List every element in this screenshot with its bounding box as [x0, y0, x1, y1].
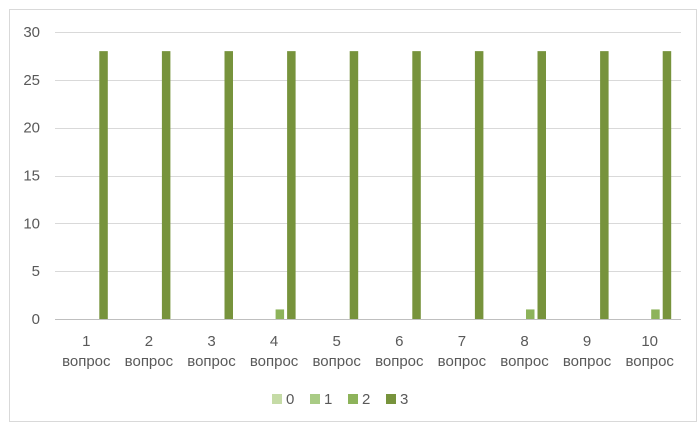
bar-series-3 [537, 51, 546, 320]
x-tick-label-line: вопрос [500, 353, 549, 370]
x-tick-label-line: вопрос [187, 353, 236, 370]
bar-series-2 [651, 309, 660, 319]
bar-series-3 [161, 51, 171, 320]
y-tick-label: 15 [23, 168, 40, 185]
legend: 0 1 2 3 [272, 391, 408, 408]
bar-series-3 [474, 51, 484, 320]
x-tick-label-line: 1 [82, 333, 90, 350]
legend-swatch [310, 394, 320, 404]
y-tick-label: 20 [23, 120, 40, 137]
y-tick-label: 0 [32, 311, 40, 328]
x-tick-label-line: вопрос [312, 353, 361, 370]
legend-label: 3 [400, 391, 408, 408]
x-tick-label: 8 вопрос [500, 333, 549, 370]
x-tick-label-line: 7 [458, 333, 466, 350]
bar-series-2 [275, 309, 285, 319]
bar-series-3 [99, 51, 108, 320]
legend-swatch [272, 394, 282, 404]
x-tick-label-line: 2 [145, 333, 153, 350]
x-tick-label-line: 3 [207, 333, 215, 350]
x-tick-label: 2 вопрос [125, 333, 174, 370]
x-tick-label-line: 6 [395, 333, 403, 350]
x-tick-label-line: 9 [583, 333, 591, 350]
x-tick-label-line: 5 [333, 333, 341, 350]
x-tick-label: 6 вопрос [375, 333, 424, 370]
y-tick-label: 25 [23, 72, 40, 89]
legend-swatch [386, 394, 396, 404]
x-tick-label-line: вопрос [625, 353, 674, 370]
x-tick-label-line: вопрос [438, 353, 487, 370]
x-tick-label-line: 4 [270, 333, 278, 350]
bar-series-2 [526, 309, 535, 319]
x-tick-label-line: 10 [641, 333, 658, 350]
bar-series-3 [412, 51, 421, 320]
legend-label: 0 [286, 391, 294, 408]
x-tick-label-line: вопрос [375, 353, 424, 370]
bar-series-3 [224, 51, 233, 320]
bar-series-3 [662, 51, 672, 320]
legend-swatch [348, 394, 358, 404]
x-tick-label: 5 вопрос [312, 333, 361, 370]
x-axis: 1 вопрос 2 вопрос 3 вопрос 4 вопрос 5 вопрос 6 вопр… [62, 333, 674, 370]
y-tick-label: 30 [23, 24, 40, 41]
x-tick-label: 4 вопрос [250, 333, 299, 370]
bar-series-3 [287, 51, 296, 320]
x-tick-label: 1 вопрос [62, 333, 111, 370]
legend-label: 2 [362, 391, 370, 408]
x-tick-label: 7 вопрос [438, 333, 487, 370]
x-tick-label: 9 вопрос [563, 333, 612, 370]
x-tick-label: 3 вопрос [187, 333, 236, 370]
y-tick-label: 5 [32, 263, 40, 280]
x-tick-label-line: вопрос [125, 353, 174, 370]
x-tick-label-line: вопрос [250, 353, 299, 370]
y-tick-label: 10 [23, 215, 40, 232]
bar-series-3 [600, 51, 609, 320]
x-tick-label-line: вопрос [62, 353, 111, 370]
bar-series-3 [349, 51, 359, 320]
x-tick-label: 10 вопрос [625, 333, 674, 370]
legend-label: 1 [324, 391, 332, 408]
x-tick-label-line: 8 [520, 333, 528, 350]
x-tick-label-line: вопрос [563, 353, 612, 370]
y-axis: 0 5 10 15 20 25 30 [23, 24, 40, 328]
gridlines [55, 32, 681, 320]
bars [99, 51, 672, 320]
